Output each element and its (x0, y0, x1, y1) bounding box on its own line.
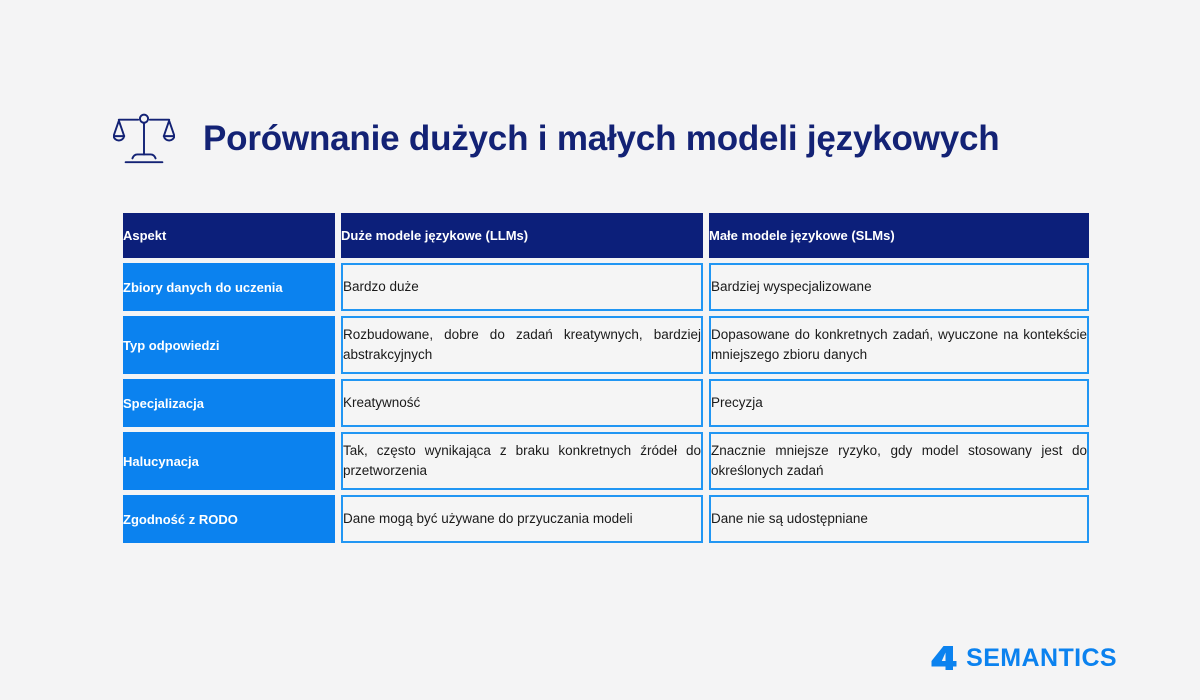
page-title: Porównanie dużych i małych modeli języko… (203, 118, 1000, 158)
row-label: Typ odpowiedzi (123, 316, 335, 374)
cell-slm: Bardziej wyspecjalizowane (709, 263, 1089, 311)
table-row: Halucynacja Tak, często wynikająca z bra… (123, 432, 1089, 490)
cell-text: Dane mogą być używane do przyuczania mod… (343, 510, 633, 526)
cell-text: Bardzo duże (343, 278, 419, 294)
scales-of-justice-icon (113, 113, 175, 164)
comparison-table: Aspekt Duże modele językowe (LLMs) Małe … (117, 208, 1095, 548)
row-label: Zgodność z RODO (123, 495, 335, 543)
table-row: Zbiory danych do uczenia Bardzo duże Bar… (123, 263, 1089, 311)
table-row: Typ odpowiedzi Rozbudowane, dobre do zad… (123, 316, 1089, 374)
cell-llm: Kreatywność (341, 379, 703, 427)
table-row: Zgodność z RODO Dane mogą być używane do… (123, 495, 1089, 543)
cell-llm: Tak, często wynikająca z braku konkretny… (341, 432, 703, 490)
table-row: Specjalizacja Kreatywność Precyzja (123, 379, 1089, 427)
cell-text: Dopasowane do konkretnych zadań, wyuczon… (711, 326, 1087, 362)
brand-logo: SEMANTICS (931, 644, 1117, 672)
cell-slm: Dane nie są udostępniane (709, 495, 1089, 543)
cell-text: Dane nie są udostępniane (711, 510, 868, 526)
cell-text: Tak, często wynikająca z braku konkretny… (343, 442, 701, 478)
table-header-row: Aspekt Duże modele językowe (LLMs) Małe … (123, 213, 1089, 258)
row-label: Specjalizacja (123, 379, 335, 427)
cell-text: Znacznie mniejsze ryzyko, gdy model stos… (711, 442, 1087, 478)
cell-llm: Dane mogą być używane do przyuczania mod… (341, 495, 703, 543)
row-label: Zbiory danych do uczenia (123, 263, 335, 311)
cell-slm: Precyzja (709, 379, 1089, 427)
column-header-llm: Duże modele językowe (LLMs) (341, 213, 703, 258)
table-header: Aspekt Duże modele językowe (LLMs) Małe … (123, 213, 1089, 258)
cell-text: Kreatywność (343, 394, 421, 410)
column-header-slm: Małe modele językowe (SLMs) (709, 213, 1089, 258)
cell-slm: Dopasowane do konkretnych zadań, wyuczon… (709, 316, 1089, 374)
four-slash-mark-icon (931, 646, 957, 670)
cell-llm: Bardzo duże (341, 263, 703, 311)
brand-logo-text: SEMANTICS (966, 643, 1117, 672)
row-label: Halucynacja (123, 432, 335, 490)
column-header-aspekt: Aspekt (123, 213, 335, 258)
cell-llm: Rozbudowane, dobre do zadań kreatywnych,… (341, 316, 703, 374)
table-body: Zbiory danych do uczenia Bardzo duże Bar… (123, 263, 1089, 543)
slide-header: Porównanie dużych i małych modeli języko… (113, 110, 1000, 168)
cell-text: Bardziej wyspecjalizowane (711, 278, 872, 294)
cell-text: Precyzja (711, 394, 763, 410)
cell-text: Rozbudowane, dobre do zadań kreatywnych,… (343, 326, 701, 362)
cell-slm: Znacznie mniejsze ryzyko, gdy model stos… (709, 432, 1089, 490)
